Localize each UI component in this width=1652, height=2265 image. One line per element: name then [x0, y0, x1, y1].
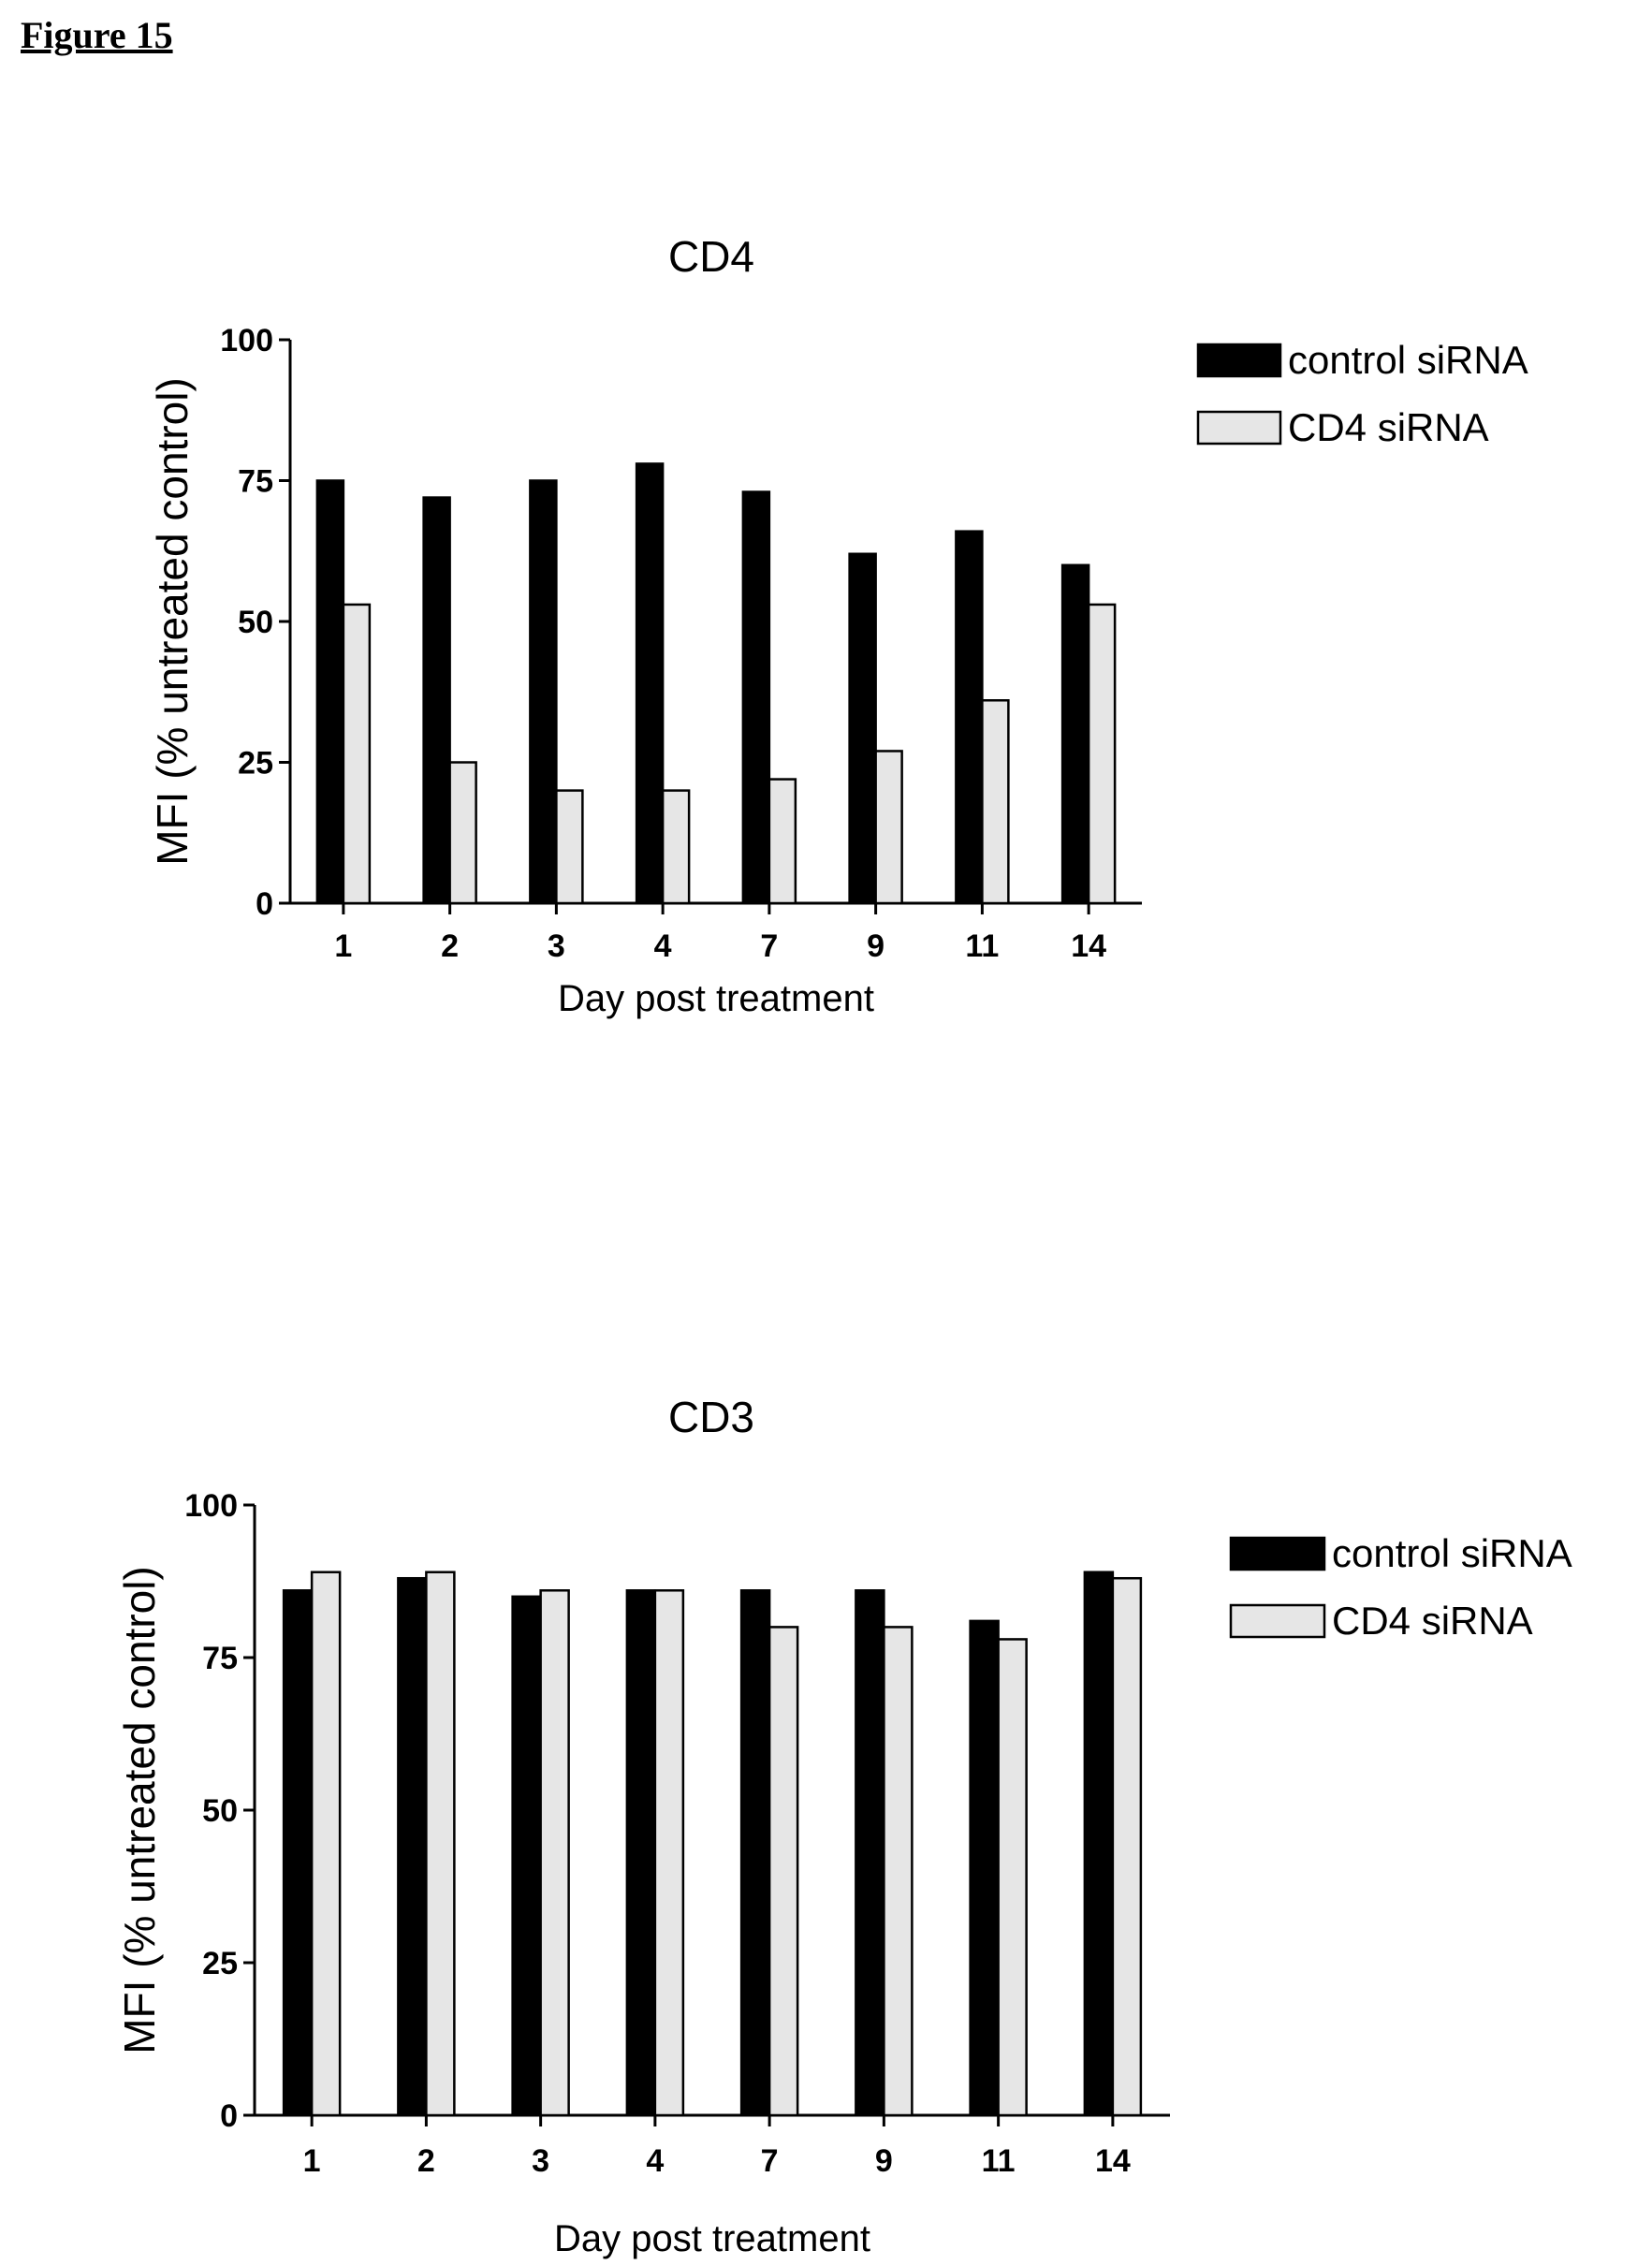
y-tick-label: 75: [202, 1641, 238, 1676]
x-tick-label: 4: [654, 928, 672, 964]
figure-label: Figure 15: [21, 14, 173, 56]
y-tick-label: 0: [220, 2098, 238, 2134]
bar-series-1-day-4: [661, 789, 691, 905]
y-axis-label: MFI (% untreated control): [148, 377, 197, 866]
cd4-bar-chart: CD4 MFI (% untreated control) Day post tre…: [148, 232, 1528, 1019]
bar-series-1-day-14: [1087, 603, 1117, 905]
x-tick-label: 7: [760, 928, 778, 964]
chart-title: CD3: [668, 1393, 754, 1441]
bar-series-1-day-1: [342, 603, 372, 905]
bar-series-0-day-1: [282, 1589, 314, 2117]
y-tick-label: 0: [256, 886, 273, 922]
bar-series-0-day-7: [741, 490, 771, 905]
x-tick-label: 14: [1095, 2143, 1131, 2179]
y-tick-label: 50: [238, 605, 273, 640]
x-tick-label: 3: [532, 2143, 549, 2179]
bar-series-0-day-3: [511, 1595, 542, 2117]
x-tick-label: 7: [761, 2143, 779, 2179]
y-axis-label: MFI (% untreated control): [115, 1566, 164, 2054]
bar-series-1-day-7: [768, 1626, 799, 2117]
legend-label: control siRNA: [1332, 1531, 1572, 1575]
x-tick-label: 9: [875, 2143, 893, 2179]
bar-series-0-day-4: [625, 1589, 657, 2117]
bar-series-1-day-1: [310, 1571, 342, 2117]
bar-series-1-day-9: [883, 1626, 914, 2117]
bar-series-1-day-2: [448, 761, 477, 905]
x-tick-label: 9: [867, 928, 884, 964]
bar-series-1-day-2: [425, 1571, 456, 2117]
x-tick-label: 11: [965, 928, 999, 964]
y-tick-label: 25: [202, 1946, 238, 1981]
x-tick-label: 3: [548, 928, 565, 964]
bar-series-1-day-9: [874, 750, 903, 905]
legend-label: CD4 siRNA: [1332, 1599, 1533, 1643]
x-tick-label: 4: [646, 2143, 664, 2179]
bar-series-1-day-4: [653, 1589, 685, 2117]
x-tick-label: 1: [303, 2143, 321, 2179]
legend-label: control siRNA: [1288, 338, 1528, 382]
y-tick-label: 50: [202, 1793, 238, 1829]
x-tick-label: 14: [1071, 928, 1106, 964]
y-tick-label: 100: [184, 1488, 238, 1524]
legend-swatch: [1229, 1536, 1326, 1571]
legend-swatch: [1196, 343, 1282, 378]
bar-series-0-day-3: [529, 479, 558, 905]
bar-series-0-day-2: [422, 496, 451, 905]
bar-series-0-day-7: [739, 1589, 771, 2117]
bar-series-0-day-14: [1060, 563, 1090, 905]
bar-series-0-day-11: [969, 1619, 1000, 2117]
y-tick-label: 25: [238, 746, 273, 782]
legend-label: CD4 siRNA: [1288, 405, 1489, 449]
x-tick-label: 2: [441, 928, 459, 964]
bar-series-1-day-3: [555, 789, 584, 905]
legend-swatch: [1196, 410, 1282, 446]
x-axis-label: Day post treatment: [558, 978, 874, 1019]
bar-series-1-day-14: [1111, 1576, 1143, 2117]
y-tick-label: 100: [220, 323, 273, 358]
bar-series-0-day-4: [635, 462, 665, 905]
x-tick-label: 1: [334, 928, 352, 964]
legend-swatch: [1229, 1603, 1326, 1639]
x-axis-label: Day post treatment: [554, 2218, 870, 2259]
bar-series-1-day-11: [981, 699, 1010, 905]
x-tick-label: 11: [982, 2143, 1016, 2179]
x-tick-label: 2: [417, 2143, 435, 2179]
chart-title: CD4: [668, 232, 754, 281]
bar-series-1-day-7: [768, 778, 797, 905]
bar-series-1-day-11: [997, 1638, 1028, 2117]
cd3-bar-chart: CD3 MFI (% untreated control) Day post tre…: [115, 1393, 1572, 2259]
bar-series-0-day-9: [855, 1589, 885, 2117]
bar-series-1-day-3: [539, 1589, 570, 2117]
y-tick-label: 75: [238, 464, 273, 500]
bar-series-0-day-9: [848, 552, 877, 905]
bar-series-0-day-14: [1083, 1571, 1115, 2117]
bar-series-0-day-2: [397, 1576, 428, 2117]
bar-series-0-day-1: [315, 479, 345, 905]
bar-series-0-day-11: [955, 530, 984, 905]
